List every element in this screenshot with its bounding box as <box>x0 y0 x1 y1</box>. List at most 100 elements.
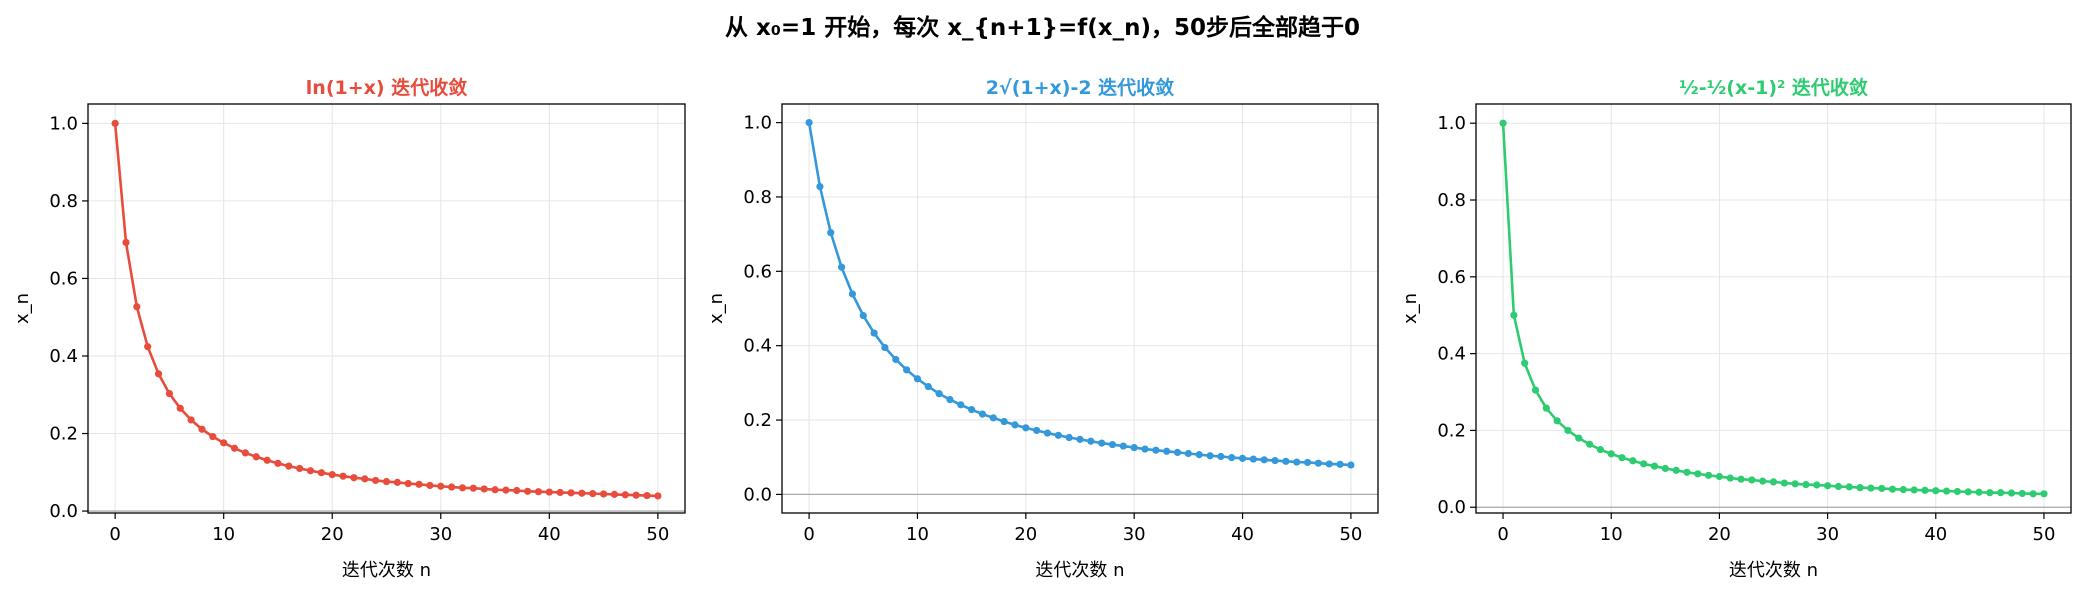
y-tick-label: 1.0 <box>49 113 78 134</box>
data-point <box>1510 311 1518 319</box>
y-tick-label: 0.2 <box>49 424 78 445</box>
data-point <box>1791 480 1799 488</box>
x-tick-label: 40 <box>1924 524 1947 545</box>
data-point <box>621 491 629 499</box>
x-tick-label: 20 <box>1014 524 1037 545</box>
data-point <box>1325 460 1333 468</box>
x-tick-label: 0 <box>109 524 120 545</box>
data-point <box>1704 471 1713 479</box>
series-line <box>807 122 1351 467</box>
data-point <box>1000 417 1008 426</box>
x-tick-label: 30 <box>1123 524 1146 545</box>
data-point <box>1585 440 1594 448</box>
data-point <box>946 395 954 404</box>
data-point <box>1878 484 1886 493</box>
data-point <box>1953 487 1962 496</box>
data-point <box>241 449 249 457</box>
data-point <box>1499 119 1507 127</box>
data-point <box>1293 458 1301 466</box>
data-point <box>1249 455 1257 463</box>
data-point <box>935 390 943 398</box>
data-point <box>1347 461 1355 469</box>
data-point <box>361 475 369 483</box>
x-axis-label: 迭代次数 n <box>342 560 431 581</box>
data-point <box>133 303 141 311</box>
data-point <box>176 404 184 412</box>
chart-panel-2: 0 10 20 30 40 50 0.0 0.2 0.4 0.6 0.8 1.0 2√(1+x)-2 迭… <box>706 76 1379 581</box>
data-point <box>1564 426 1572 435</box>
data-point <box>1997 489 2005 497</box>
data-point <box>1802 480 1810 489</box>
data-point <box>187 416 195 424</box>
data-point <box>654 492 662 500</box>
data-point <box>805 118 813 127</box>
data-point <box>1975 488 1983 496</box>
data-point <box>1629 457 1637 465</box>
data-point <box>1759 477 1767 485</box>
axes-frame <box>1475 103 2072 514</box>
x-tick-label: 0 <box>803 524 814 545</box>
y-tick-label: 0.0 <box>1437 497 1466 518</box>
data-point <box>1022 424 1030 432</box>
data-point <box>1607 450 1615 458</box>
data-point <box>1596 446 1605 454</box>
y-tick-label: 0.2 <box>1437 420 1466 441</box>
data-point <box>1942 487 1951 495</box>
data-point <box>165 389 174 398</box>
chart-title: ½-½(x-1)² 迭代收敛 <box>1679 76 1868 99</box>
data-point <box>1130 443 1138 452</box>
data-point <box>1542 404 1550 412</box>
data-point <box>2040 490 2048 498</box>
axes-frame <box>87 103 686 514</box>
data-point <box>556 488 564 497</box>
data-point <box>1964 488 1972 496</box>
x-tick-label: 10 <box>1600 524 1623 545</box>
data-point <box>913 375 922 383</box>
x-tick-label: 30 <box>1816 524 1839 545</box>
data-point <box>1780 479 1788 487</box>
data-point <box>1813 481 1821 489</box>
data-point <box>567 489 575 497</box>
data-point <box>426 481 434 490</box>
y-tick-label: 1.0 <box>1437 113 1466 134</box>
data-point <box>1336 460 1344 468</box>
data-point <box>1834 482 1843 491</box>
data-point <box>1173 448 1182 456</box>
data-point <box>610 490 619 498</box>
data-point <box>382 477 391 486</box>
data-point <box>2007 489 2016 497</box>
data-point <box>1141 445 1149 453</box>
data-point <box>1715 472 1724 481</box>
chart-panel-3: 0 10 20 30 40 50 0.0 0.2 0.4 0.6 0.8 1.0 ½-½(x-1)² 迭… <box>1400 76 2072 581</box>
x-tick-label: 20 <box>321 524 344 545</box>
data-point <box>870 329 878 337</box>
data-point <box>589 490 597 498</box>
data-point <box>892 355 900 364</box>
data-point <box>1910 486 1918 494</box>
data-point <box>578 489 586 497</box>
data-point <box>1303 458 1312 467</box>
data-point <box>1640 460 1648 468</box>
data-point <box>881 343 889 352</box>
data-point <box>513 486 521 495</box>
data-point <box>1650 462 1659 470</box>
data-point <box>1867 484 1875 492</box>
data-point <box>1043 429 1052 437</box>
data-point <box>632 491 640 499</box>
y-tick-label: 0.4 <box>49 346 78 367</box>
x-tick-label: 10 <box>212 524 235 545</box>
data-point <box>1217 452 1225 461</box>
data-point <box>350 474 358 482</box>
data-point <box>1228 453 1236 462</box>
data-point <box>393 478 401 486</box>
data-point <box>122 238 130 247</box>
data-point <box>1206 452 1214 460</box>
data-point <box>524 487 532 495</box>
axes-frame <box>781 103 1379 514</box>
x-axis-label: 迭代次数 n <box>1035 560 1124 581</box>
y-tick-label: 0.8 <box>49 191 78 212</box>
data-point <box>1737 475 1745 483</box>
data-point <box>1845 483 1853 491</box>
y-tick-label: 0.0 <box>743 484 772 505</box>
data-point <box>404 479 412 488</box>
